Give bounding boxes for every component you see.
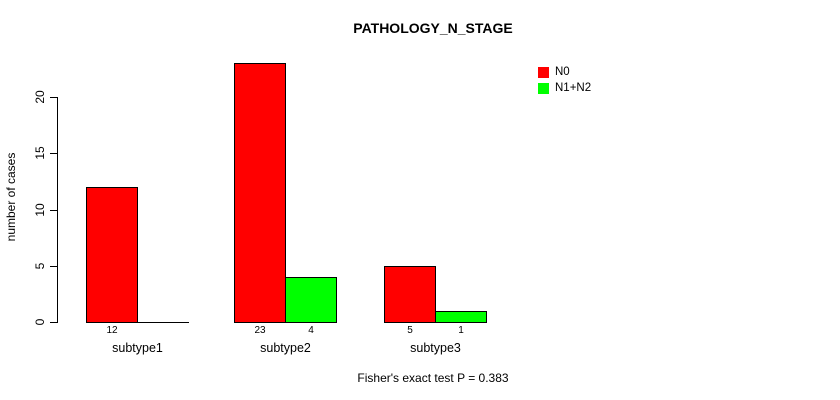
y-axis-label: number of cases bbox=[4, 152, 18, 242]
y-axis-tick-label: 5 bbox=[33, 262, 47, 270]
bar-value-label: 23 bbox=[254, 325, 266, 336]
fisher-test-annotation: Fisher's exact test P = 0.383 bbox=[357, 371, 509, 385]
legend: N0 N1+N2 bbox=[538, 64, 591, 96]
legend-swatch-icon bbox=[538, 66, 549, 78]
bar-n0-subtype2 bbox=[234, 63, 286, 323]
y-axis-tick bbox=[50, 322, 57, 323]
bar-value-label: 5 bbox=[407, 325, 413, 336]
y-axis-tick bbox=[50, 266, 57, 267]
y-axis-tick bbox=[50, 210, 57, 211]
y-axis-tick-label: 20 bbox=[33, 90, 47, 104]
bar-n0-subtype1 bbox=[86, 187, 138, 323]
y-axis-tick-label: 10 bbox=[33, 203, 47, 217]
legend-label: N0 bbox=[555, 66, 570, 78]
category-label-subtype2: subtype2 bbox=[260, 341, 311, 355]
y-axis-tick bbox=[50, 153, 57, 154]
category-label-subtype1: subtype1 bbox=[112, 341, 163, 355]
category-label-subtype3: subtype3 bbox=[410, 341, 461, 355]
legend-swatch-icon bbox=[538, 82, 549, 94]
bar-n0-subtype3 bbox=[384, 266, 436, 323]
bar-n1n2-subtype2 bbox=[285, 277, 337, 323]
legend-entry: N0 bbox=[538, 64, 591, 80]
legend-entry: N1+N2 bbox=[538, 80, 591, 96]
chart-title: PATHOLOGY_N_STAGE bbox=[353, 20, 513, 36]
y-axis-tick-label: 15 bbox=[33, 146, 47, 160]
bar-n1n2-subtype3 bbox=[435, 311, 487, 323]
y-axis-tick bbox=[50, 97, 57, 98]
y-axis-tick-label: 0 bbox=[33, 318, 47, 326]
bar-value-label: 4 bbox=[308, 325, 314, 336]
bar-value-label: 1 bbox=[458, 325, 464, 336]
bar-value-label: 12 bbox=[106, 325, 118, 336]
y-axis-line bbox=[57, 97, 58, 323]
legend-label: N1+N2 bbox=[555, 82, 592, 94]
